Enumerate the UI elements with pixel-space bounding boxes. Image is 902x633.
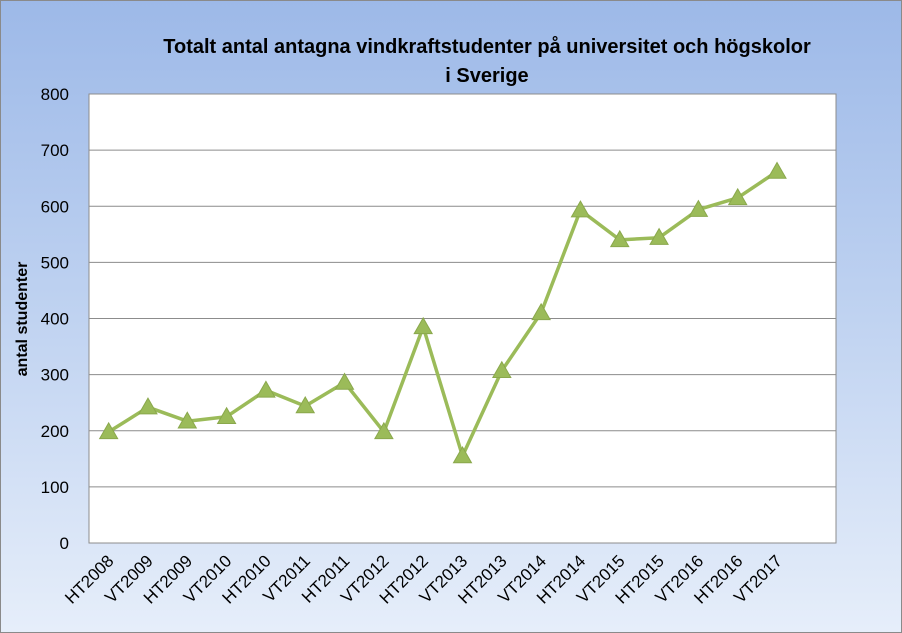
y-axis-title: antal studenter xyxy=(14,262,31,377)
data-point-marker xyxy=(609,229,630,248)
y-axis-ticks: 0 100 200 300 400 500 600 700 800 xyxy=(41,85,69,553)
data-point-marker xyxy=(727,187,748,206)
chart-title-line1: Totalt antal antagna vindkraftstudenter … xyxy=(163,35,811,58)
data-point-marker xyxy=(295,396,316,414)
y-tick-label: 500 xyxy=(41,253,69,272)
y-tick-label: 700 xyxy=(41,141,69,160)
data-point-marker xyxy=(452,445,473,464)
series-layer xyxy=(98,161,787,464)
data-point-marker xyxy=(98,421,119,440)
x-axis-ticks: HT2008VT2009HT2009VT2010HT2010VT2011HT20… xyxy=(61,551,786,607)
data-point-marker xyxy=(138,397,158,415)
data-point-marker xyxy=(374,421,394,440)
y-tick-label: 600 xyxy=(41,197,69,216)
data-point-marker xyxy=(531,302,551,321)
data-point-marker xyxy=(334,372,355,390)
data-point-marker xyxy=(649,227,669,245)
data-point-marker xyxy=(570,200,591,218)
y-tick-label: 0 xyxy=(60,534,69,553)
y-tick-label: 100 xyxy=(41,478,69,497)
chart-title-line2: i Sverige xyxy=(445,65,528,87)
y-tick-label: 200 xyxy=(41,422,69,441)
data-point-marker xyxy=(177,411,198,429)
y-tick-label: 800 xyxy=(41,85,69,104)
data-point-marker xyxy=(413,316,434,335)
y-tick-label: 300 xyxy=(41,366,69,385)
data-point-marker xyxy=(491,360,512,378)
data-point-marker xyxy=(216,406,237,424)
data-point-marker xyxy=(767,161,787,179)
y-tick-label: 400 xyxy=(41,310,69,329)
data-point-marker xyxy=(256,380,276,398)
series-line xyxy=(107,170,778,458)
data-point-marker xyxy=(688,199,709,217)
